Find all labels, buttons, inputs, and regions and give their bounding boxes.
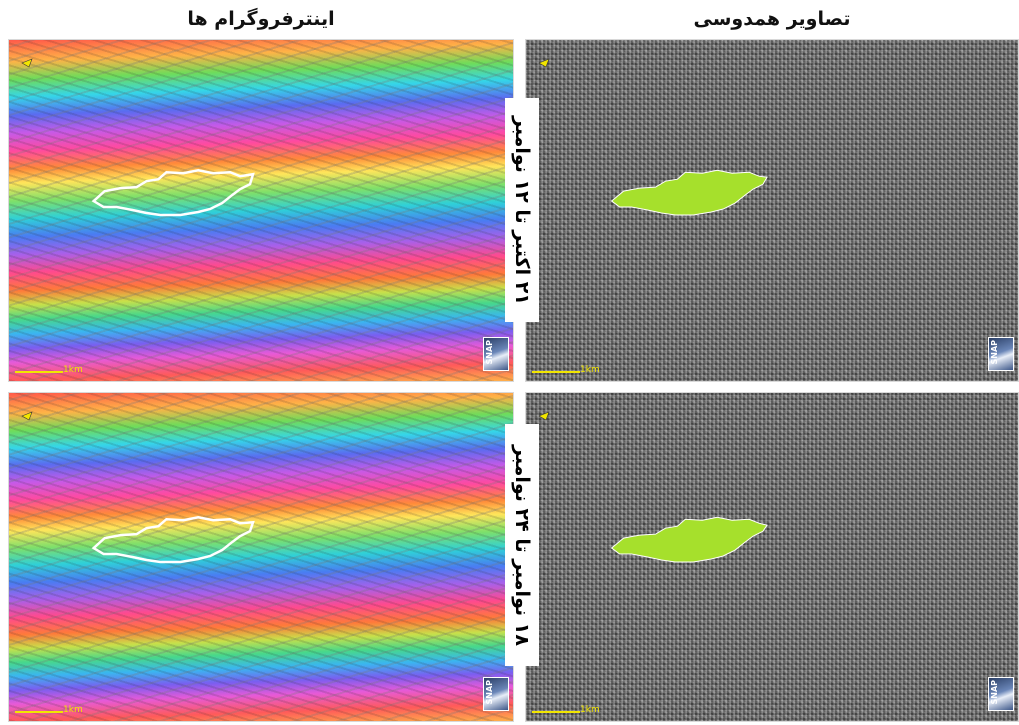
scale-bar: 1km bbox=[15, 361, 83, 375]
compass-icon bbox=[538, 58, 550, 68]
date-range-row2-text: ۱۸ نوامبر تا ۲۴ نوامبر bbox=[511, 444, 533, 646]
compass-icon bbox=[538, 411, 550, 421]
date-range-row1: ۲۱ اکتبر تا ۱۲ نوامبر bbox=[505, 98, 539, 322]
snap-logo: SNAP bbox=[483, 337, 509, 371]
landslide-area bbox=[610, 169, 768, 216]
landslide-fill-overlay bbox=[610, 169, 768, 216]
snap-logo: SNAP bbox=[988, 677, 1014, 711]
scale-bar: 1km bbox=[532, 361, 600, 375]
interferogram-fringes bbox=[9, 393, 513, 721]
snap-logo: SNAP bbox=[988, 337, 1014, 371]
coherence-images-title: تصاویر همدوسی bbox=[693, 8, 851, 30]
date-range-row1-text: ۲۱ اکتبر تا ۱۲ نوامبر bbox=[511, 115, 533, 305]
compass-icon bbox=[21, 58, 33, 68]
date-range-row2: ۱۸ نوامبر تا ۲۴ نوامبر bbox=[505, 424, 539, 666]
coherence-texture bbox=[526, 393, 1018, 721]
interferogram-panel-row1: 1km SNAP bbox=[8, 39, 514, 382]
landslide-outline-overlay bbox=[91, 515, 255, 564]
landslide-area bbox=[610, 516, 768, 563]
scale-bar: 1km bbox=[15, 701, 83, 715]
coherence-texture bbox=[526, 40, 1018, 381]
landslide-outline bbox=[91, 515, 255, 564]
coherence-panel-row1: 1km SNAP bbox=[525, 39, 1019, 382]
interferogram-fringes bbox=[9, 40, 513, 381]
snap-logo: SNAP bbox=[483, 677, 509, 711]
compass-icon bbox=[21, 411, 33, 421]
interferogram-panel-row2: 1km SNAP bbox=[8, 392, 514, 722]
coherence-panel-row2: 1km SNAP bbox=[525, 392, 1019, 722]
scale-bar: 1km bbox=[532, 701, 600, 715]
landslide-fill-overlay bbox=[610, 516, 768, 563]
landslide-outline bbox=[91, 168, 255, 217]
interferograms-title: اینترفروگرام ها bbox=[187, 8, 335, 30]
landslide-outline-overlay bbox=[91, 168, 255, 217]
